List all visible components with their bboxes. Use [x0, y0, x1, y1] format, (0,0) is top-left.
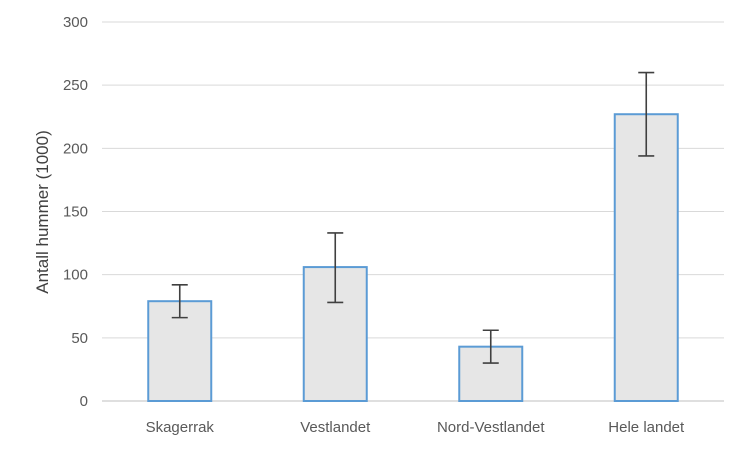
error-bars	[171, 71, 655, 364]
y-axis-ticks: 0 50 100 150 200 250 300	[63, 14, 88, 410]
y-tick-label: 250	[63, 77, 88, 94]
y-tick-label: 50	[71, 330, 88, 347]
x-tick-label: Vestlandet	[300, 419, 371, 436]
y-tick-label: 200	[63, 140, 88, 157]
x-tick-label: Hele landet	[608, 419, 685, 436]
error-bar	[327, 232, 344, 304]
y-tick-label: 0	[80, 393, 88, 410]
y-tick-label: 150	[63, 204, 88, 221]
y-axis-label: Antall hummer (1000)	[33, 130, 52, 293]
error-bar	[482, 329, 499, 364]
x-axis-ticks: Skagerrak Vestlandet Nord-Vestlandet Hele l…	[146, 419, 685, 436]
error-bar	[171, 283, 188, 319]
y-tick-label: 100	[63, 267, 88, 284]
y-tick-label: 300	[63, 14, 88, 31]
x-tick-label: Skagerrak	[146, 419, 215, 436]
bars	[147, 113, 679, 403]
error-bar	[638, 71, 655, 157]
x-tick-label: Nord-Vestlandet	[437, 419, 545, 436]
bar	[613, 113, 679, 403]
